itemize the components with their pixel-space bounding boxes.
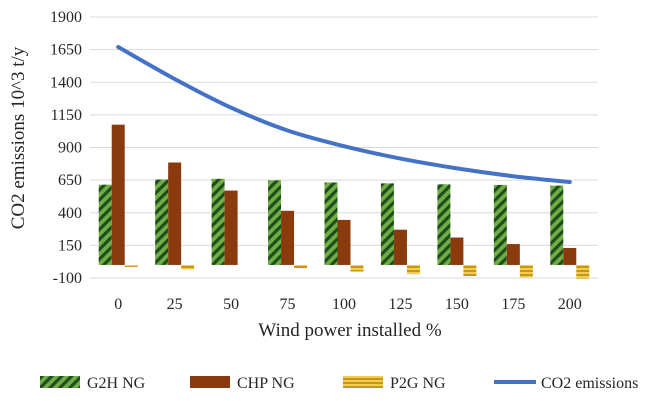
bar-g2h-ng xyxy=(155,179,169,265)
x-tick-label: 150 xyxy=(445,296,469,313)
y-tick-label: 1150 xyxy=(51,107,82,124)
legend-swatch-chp-ng xyxy=(190,376,230,388)
bar-chp-ng xyxy=(337,219,351,265)
bar-p2g-ng xyxy=(124,264,138,267)
y-tick-label: 1650 xyxy=(50,42,82,59)
bar-chp-ng xyxy=(281,210,295,265)
x-tick-label: 100 xyxy=(332,296,356,313)
bar-g2h-ng xyxy=(211,178,225,265)
bar-chp-ng xyxy=(168,162,182,265)
legend-swatch-g2h-ng xyxy=(40,376,80,388)
bar-chp-ng xyxy=(111,124,125,265)
bar-g2h-ng xyxy=(380,183,394,265)
legend-label-co2-emissions: CO2 emissions xyxy=(541,375,638,392)
bar-p2g-ng xyxy=(406,264,420,275)
y-axis-title: CO2 emissions 10^3 t/y xyxy=(8,46,29,229)
bar-g2h-ng xyxy=(324,182,338,265)
legend-label-g2h-ng: G2H NG xyxy=(87,375,146,392)
x-tick-label: 125 xyxy=(388,296,412,313)
y-axis: 1900 1650 1400 1150 900 650 400 150 -100 xyxy=(50,9,82,287)
bar-g2h-ng xyxy=(493,184,507,265)
bar-p2g-ng xyxy=(519,264,533,278)
bar-g2h-ng xyxy=(437,184,451,265)
x-tick-label: 25 xyxy=(167,296,183,313)
bar-g2h-ng xyxy=(550,185,564,265)
bar-chp-ng xyxy=(563,247,577,265)
legend: G2H NG CHP NG P2G NG CO2 emissions xyxy=(40,375,638,392)
x-tick-label: 50 xyxy=(223,296,239,313)
line-co2-emissions xyxy=(116,45,572,185)
legend-label-p2g-ng: P2G NG xyxy=(390,375,446,392)
y-tick-label: 1900 xyxy=(50,9,82,26)
line-series xyxy=(116,45,572,185)
bar-g2h-ng xyxy=(98,184,112,265)
bar-g2h-ng xyxy=(268,180,282,265)
bar-p2g-ng xyxy=(294,264,308,269)
y-tick-label: 650 xyxy=(58,172,82,189)
x-tick-label: 200 xyxy=(558,296,582,313)
bar-p2g-ng xyxy=(463,264,477,277)
y-tick-label: 150 xyxy=(58,237,82,254)
bar-chp-ng xyxy=(393,229,407,265)
bar-chp-ng xyxy=(224,190,238,265)
x-axis-title: Wind power installed % xyxy=(258,320,442,341)
x-tick-label: 175 xyxy=(501,296,525,313)
x-tick-label: 0 xyxy=(114,296,122,313)
y-tick-label: -100 xyxy=(53,270,82,287)
x-axis: 0 25 50 75 100 125 150 175 200 xyxy=(114,296,582,313)
x-tick-label: 75 xyxy=(280,296,296,313)
bar-chp-ng xyxy=(450,237,464,265)
bars xyxy=(98,124,590,279)
bar-p2g-ng xyxy=(350,264,364,272)
bar-chp-ng xyxy=(506,244,520,265)
bar-p2g-ng xyxy=(576,264,590,279)
legend-swatch-p2g-ng xyxy=(343,376,383,388)
y-tick-label: 1400 xyxy=(50,74,82,91)
bar-p2g-ng xyxy=(181,264,195,270)
legend-label-chp-ng: CHP NG xyxy=(237,375,295,392)
y-tick-label: 900 xyxy=(58,140,82,157)
y-tick-label: 400 xyxy=(58,205,82,222)
